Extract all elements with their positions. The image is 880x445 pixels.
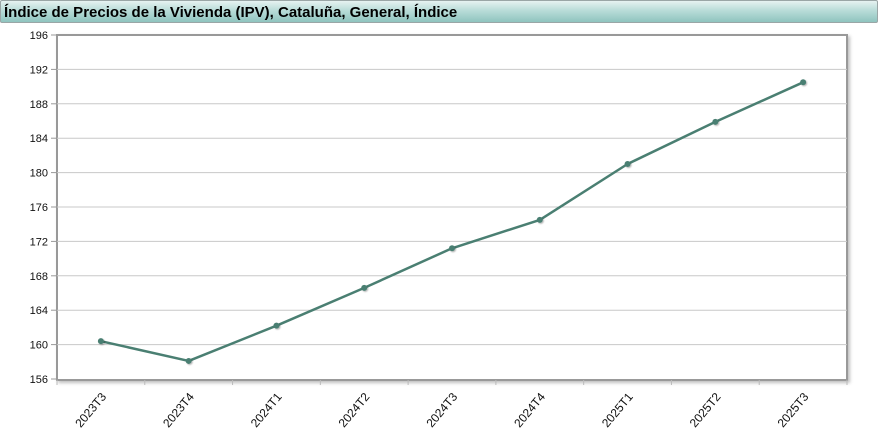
data-point[interactable]: [536, 216, 543, 223]
chart-title: Índice de Precios de la Vivienda (IPV), …: [4, 4, 458, 21]
x-tick-label: 2025T1: [599, 390, 636, 430]
data-point[interactable]: [449, 245, 455, 252]
y-tick-label: 176: [30, 202, 48, 214]
x-tick-label: 2025T3: [775, 390, 812, 430]
chart-title-bar: Índice de Precios de la Vivienda (IPV), …: [0, 0, 878, 23]
data-point[interactable]: [361, 284, 368, 291]
y-tick-label: 196: [30, 30, 48, 42]
y-tick-label: 180: [30, 168, 48, 180]
y-tick-label: 160: [30, 340, 48, 352]
data-point[interactable]: [712, 118, 719, 125]
x-tick-label: 2024T1: [248, 390, 285, 430]
x-tick-label: 2023T3: [72, 390, 109, 430]
data-point[interactable]: [185, 357, 192, 364]
grid-lines: [57, 68, 847, 346]
data-point[interactable]: [97, 338, 104, 345]
data-series: [97, 79, 807, 364]
y-tick-label: 164: [30, 305, 48, 317]
x-tick-label: 2024T3: [423, 390, 460, 430]
y-tick-label: 168: [30, 271, 48, 283]
y-tick-label: 192: [30, 64, 48, 76]
x-tick-label: 2024T4: [511, 390, 548, 430]
data-point[interactable]: [273, 322, 280, 329]
y-axis: 156 160 164 168 172 176 180 184 188 192 196: [30, 30, 57, 386]
y-tick-label: 184: [30, 133, 48, 145]
data-point[interactable]: [624, 161, 631, 167]
x-tick-label: 2023T4: [160, 390, 197, 430]
y-tick-label: 156: [30, 374, 48, 386]
x-axis: 2023T3 2023T4 2024T1 2024T2 2024T3 2024T4 2025…: [56, 379, 848, 430]
x-tick-label: 2024T2: [336, 390, 373, 430]
data-point[interactable]: [800, 79, 807, 86]
y-tick-label: 172: [30, 236, 48, 248]
y-tick-label: 188: [30, 99, 48, 111]
x-tick-label: 2025T2: [687, 390, 724, 430]
